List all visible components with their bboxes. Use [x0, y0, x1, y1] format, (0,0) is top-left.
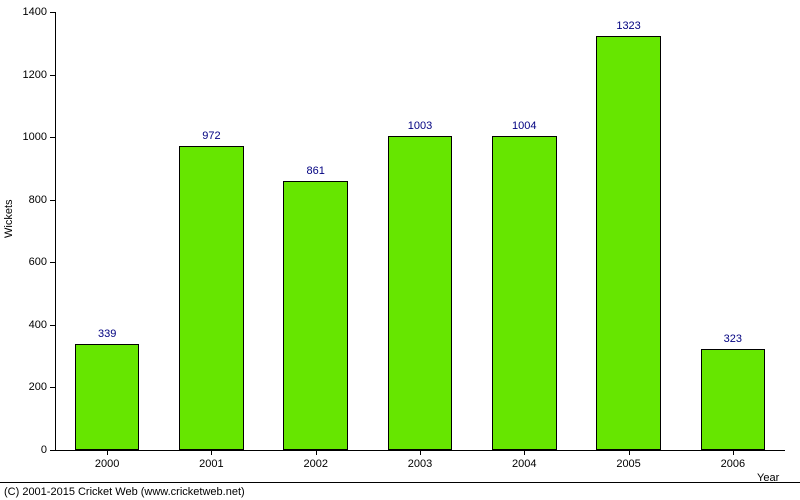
bar — [388, 136, 453, 450]
x-tick-label: 2002 — [303, 458, 327, 470]
x-tick-label: 2003 — [408, 458, 432, 470]
x-tick-label: 2005 — [616, 458, 640, 470]
bar — [492, 136, 557, 450]
x-tick — [524, 450, 525, 455]
bar-value-label: 323 — [724, 333, 742, 345]
bar-value-label: 972 — [202, 130, 220, 142]
x-tick — [420, 450, 421, 455]
x-tick — [733, 450, 734, 455]
y-tick-label: 1200 — [0, 69, 47, 81]
y-tick — [50, 262, 55, 263]
x-tick — [211, 450, 212, 455]
y-tick — [50, 387, 55, 388]
y-tick-label: 200 — [0, 381, 47, 393]
bar — [596, 36, 661, 450]
bar — [75, 344, 140, 450]
bar — [179, 146, 244, 450]
bar — [283, 181, 348, 450]
x-tick — [629, 450, 630, 455]
x-tick-label: 2001 — [199, 458, 223, 470]
bar-value-label: 1323 — [616, 20, 640, 32]
y-tick — [50, 200, 55, 201]
footer-divider — [0, 482, 800, 483]
x-tick-label: 2006 — [721, 458, 745, 470]
y-tick — [50, 450, 55, 451]
bar-value-label: 1004 — [512, 120, 536, 132]
y-tick — [50, 75, 55, 76]
y-tick-label: 400 — [0, 319, 47, 331]
y-axis-label: Wickets — [3, 224, 15, 238]
y-tick — [50, 325, 55, 326]
footer-copyright: (C) 2001-2015 Cricket Web (www.cricketwe… — [4, 486, 245, 498]
bar — [701, 349, 766, 450]
x-tick-label: 2000 — [95, 458, 119, 470]
y-tick-label: 0 — [0, 444, 47, 456]
y-axis — [55, 12, 56, 450]
x-tick — [107, 450, 108, 455]
bar-value-label: 861 — [307, 165, 325, 177]
y-tick — [50, 12, 55, 13]
y-tick-label: 1000 — [0, 131, 47, 143]
y-tick-label: 1400 — [0, 6, 47, 18]
x-tick — [316, 450, 317, 455]
y-tick-label: 600 — [0, 256, 47, 268]
y-tick — [50, 137, 55, 138]
bar-value-label: 1003 — [408, 120, 432, 132]
bar-value-label: 339 — [98, 328, 116, 340]
x-tick-label: 2004 — [512, 458, 536, 470]
